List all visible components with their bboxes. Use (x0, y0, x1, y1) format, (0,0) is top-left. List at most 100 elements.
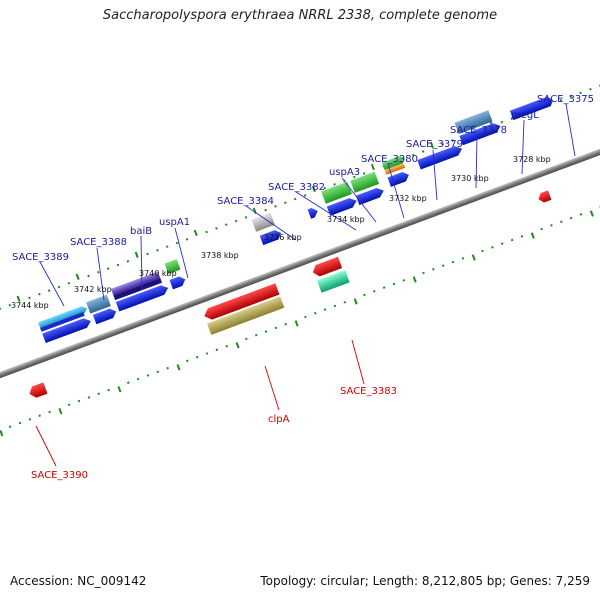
major-tick (117, 386, 122, 393)
gene-label[interactable]: SACE_3389 (12, 252, 69, 263)
forward-genes (38, 96, 553, 344)
minor-tick (382, 286, 386, 289)
minor-tick (185, 238, 189, 241)
minor-tick (500, 120, 504, 124)
gene-sace-3384-lower (259, 230, 282, 246)
minor-tick (343, 300, 347, 304)
minor-tick (540, 227, 543, 231)
minor-tick (441, 142, 445, 146)
gene-sace-3389-strip (40, 312, 85, 332)
major-tick (589, 210, 594, 217)
minor-tick (116, 263, 120, 267)
minor-tick (402, 279, 406, 282)
minor-tick (303, 194, 307, 197)
gene-uspa3-lower (326, 198, 357, 216)
gene-label[interactable]: megL (511, 110, 539, 121)
minor-tick (363, 293, 366, 297)
gene-sace-3389 (38, 306, 88, 330)
minor-tick (451, 139, 454, 142)
leader-megl (521, 119, 525, 175)
major-tick (75, 273, 80, 280)
major-tick (235, 342, 240, 349)
gene-label[interactable]: SACE_3390 (31, 470, 88, 481)
gene-baib (110, 271, 161, 296)
gene-uspa1 (164, 259, 181, 274)
minor-tick (461, 257, 465, 260)
minor-tick (195, 355, 199, 359)
gene-label[interactable]: clpA (268, 414, 290, 425)
gene-label[interactable]: SACE_3378 (450, 125, 507, 136)
minor-tick (304, 315, 307, 319)
major-tick (311, 185, 316, 193)
major-tick (58, 408, 63, 415)
gene-label[interactable]: SACE_3384 (217, 196, 274, 207)
gene-clpa (204, 283, 280, 320)
gene-labels-top: SACE_3389 SACE_3388 baiB uspA1 SACE_3384… (12, 94, 594, 263)
gene-sace-3389-lower (42, 318, 91, 344)
minor-tick (8, 303, 12, 307)
minor-tick (422, 271, 425, 275)
leader-lines-red (35, 339, 365, 467)
major-tick (0, 430, 4, 437)
minor-tick (126, 260, 130, 263)
minor-tick (205, 230, 208, 234)
major-tick (471, 254, 476, 261)
gene-label[interactable]: uspA1 (159, 217, 190, 228)
gene-label[interactable]: SACE_3380 (361, 154, 418, 165)
gene-label[interactable]: SACE_3383 (340, 386, 397, 397)
leader-sace-3378 (475, 135, 478, 189)
minor-tick (225, 344, 228, 348)
gene-sace-3379-lower (387, 171, 409, 187)
minor-tick (491, 246, 494, 249)
minor-tick (579, 213, 583, 216)
tick-line-bottom (0, 205, 600, 437)
leader-clpa (264, 365, 280, 411)
minor-tick (146, 374, 150, 377)
kbp-label: 3740 kbp (139, 269, 177, 278)
major-tick (294, 320, 299, 327)
gene-sace-3383-red (312, 256, 343, 277)
gene-sace-3384 (251, 212, 275, 232)
minor-tick (432, 268, 435, 271)
minor-tick (569, 95, 573, 98)
major-tick (353, 298, 358, 305)
genome-track (0, 84, 600, 437)
major-tick (134, 251, 139, 258)
major-tick (193, 229, 198, 237)
minor-tick (146, 252, 149, 256)
minor-tick (97, 270, 100, 274)
kbp-label: 3736 kbp (264, 233, 302, 242)
minor-tick (313, 311, 317, 315)
gene-baib-strip (113, 278, 163, 301)
major-tick (370, 163, 375, 171)
gene-label[interactable]: baiB (130, 226, 152, 237)
minor-tick (323, 186, 327, 190)
gene-label[interactable]: SACE_3375 (537, 94, 594, 105)
gene-baib-lower (115, 285, 169, 312)
leader-sace-3390 (35, 425, 57, 467)
minor-tick (8, 425, 12, 428)
gene-label[interactable]: uspA3 (329, 167, 360, 178)
minor-tick (244, 216, 248, 219)
minor-tick (293, 197, 297, 201)
minor-tick (559, 98, 563, 102)
minor-tick (156, 370, 160, 374)
gene-label[interactable]: SACE_3379 (406, 139, 463, 150)
minor-tick (87, 274, 90, 278)
minor-tick (175, 241, 179, 245)
kbp-label: 3738 kbp (201, 251, 239, 260)
backbone (0, 135, 600, 385)
minor-tick (126, 381, 130, 385)
minor-tick (97, 392, 101, 396)
minor-tick (550, 224, 553, 227)
leader-sace-3388 (96, 247, 105, 301)
minor-tick (441, 264, 445, 267)
gene-label[interactable]: SACE_3382 (268, 182, 325, 193)
major-tick (412, 276, 417, 283)
minor-tick (402, 157, 405, 161)
gene-label[interactable]: SACE_3388 (70, 237, 127, 248)
gene-megl (454, 110, 493, 134)
reverse-genes (29, 190, 552, 398)
minor-tick (28, 296, 31, 300)
map-title: Saccharopolyspora erythraea NRRL 2338, c… (102, 8, 498, 23)
